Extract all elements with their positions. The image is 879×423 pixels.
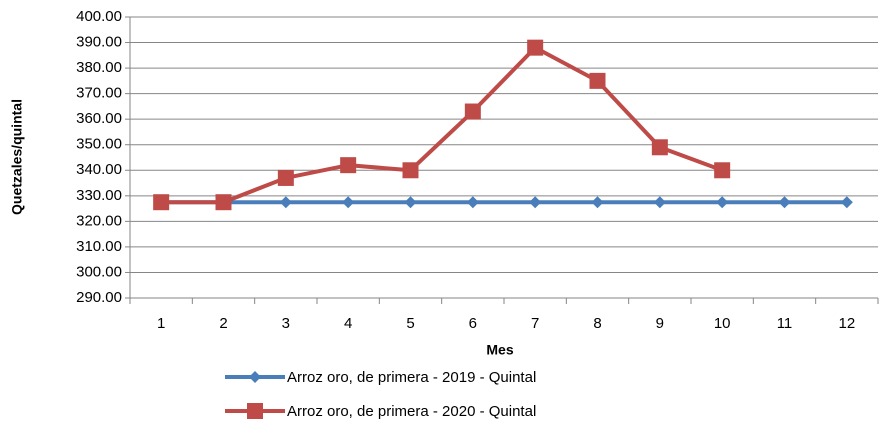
data-point — [591, 196, 604, 209]
legend-label: Arroz oro, de primera - 2020 - Quintal — [287, 403, 536, 420]
y-tick-label: 390.00 — [76, 34, 122, 51]
data-point — [340, 157, 357, 174]
legend-label: Arroz oro, de primera - 2019 - Quintal — [287, 369, 536, 386]
legend-marker — [247, 403, 263, 419]
x-tick-label: 8 — [593, 315, 601, 332]
data-point — [714, 162, 731, 179]
y-tick-label: 330.00 — [76, 187, 122, 204]
x-tick-label: 1 — [157, 315, 165, 332]
x-tick-label: 9 — [656, 315, 664, 332]
y-tick-label: 350.00 — [76, 136, 122, 153]
x-tick-label: 7 — [531, 315, 539, 332]
data-point — [277, 169, 294, 186]
data-point — [716, 196, 729, 209]
data-point — [840, 196, 853, 209]
y-tick-label: 340.00 — [76, 161, 122, 178]
y-tick-label: 360.00 — [76, 110, 122, 127]
data-point — [466, 196, 479, 209]
y-tick-label: 320.00 — [76, 212, 122, 229]
y-tick-label: 380.00 — [76, 59, 122, 76]
x-tick-label: 3 — [282, 315, 290, 332]
x-tick-label: 10 — [714, 315, 731, 332]
x-tick-label: 6 — [469, 315, 477, 332]
x-axis-title: Mes — [486, 342, 513, 358]
data-point — [589, 72, 606, 89]
y-tick-label: 400.00 — [76, 8, 122, 25]
y-tick-label: 370.00 — [76, 85, 122, 102]
x-tick-label: 11 — [777, 315, 793, 332]
y-axis-title: Quetzales/quintal — [9, 99, 25, 215]
y-tick-label: 290.00 — [76, 289, 122, 306]
data-point — [153, 194, 170, 211]
data-point — [404, 196, 417, 209]
data-point — [653, 196, 666, 209]
x-tick-label: 5 — [406, 315, 414, 332]
x-tick-label: 2 — [219, 315, 227, 332]
x-tick-label: 12 — [838, 315, 855, 332]
data-point — [529, 196, 542, 209]
data-point — [464, 103, 481, 120]
data-point — [215, 194, 232, 211]
data-point — [342, 196, 355, 209]
y-tick-label: 300.00 — [76, 263, 122, 280]
data-point — [527, 39, 544, 56]
series-line — [161, 45, 723, 205]
data-point — [402, 162, 419, 179]
data-point — [778, 196, 791, 209]
data-point — [651, 139, 668, 156]
legend-marker — [249, 371, 261, 383]
x-tick-label: 4 — [344, 315, 352, 332]
data-point — [279, 196, 292, 209]
y-tick-label: 310.00 — [76, 238, 122, 255]
